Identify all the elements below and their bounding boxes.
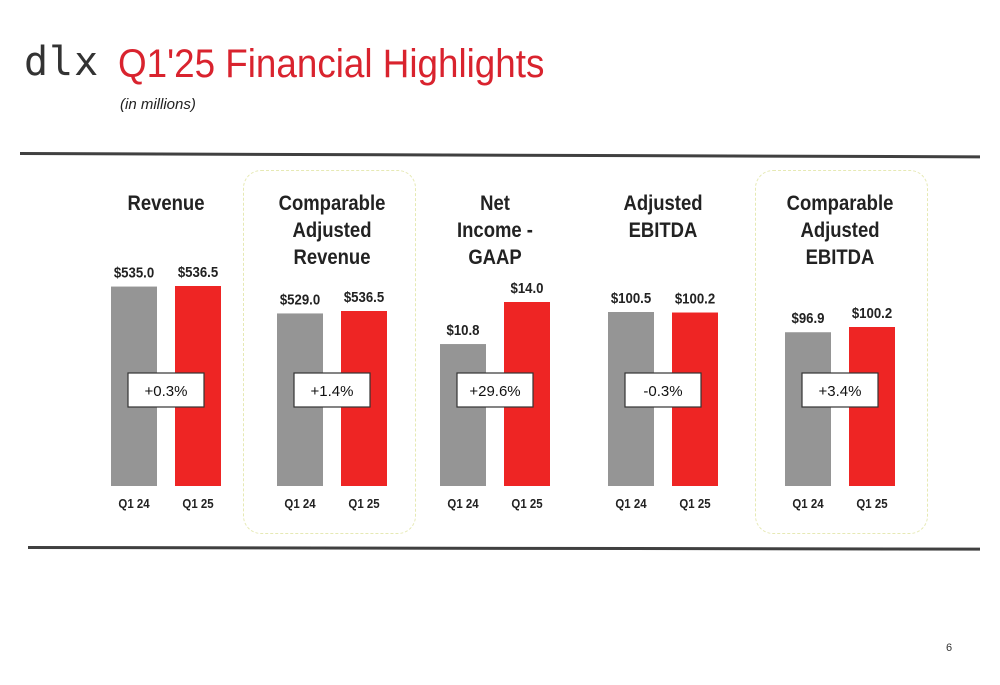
chart-4-change-label: -0.3% [643,383,682,400]
chart-3-title-line: GAAP [468,246,521,269]
chart-5-value-label: $96.9 [792,309,825,326]
chart-1-change-label: +0.3% [145,383,188,400]
page-title: Q1'25 Financial Highlights [118,42,545,86]
chart-2-value-label: $529.0 [280,291,320,308]
chart-5-title-line: Comparable [787,192,894,215]
chart-3-change-label: +29.6% [469,383,520,400]
chart-4-change-box [624,372,702,408]
chart-4-value-label: $100.5 [611,289,651,306]
chart-2-title-line: Comparable [279,192,386,215]
chart-3-category-label: Q1 25 [511,496,542,511]
page-subtitle: (in millions) [120,96,196,113]
chart-5-change-label: +3.4% [819,383,862,400]
chart-3-change-box [456,372,534,408]
chart-2-change-label: +1.4% [311,383,354,400]
chart-2-category-label: Q1 25 [348,496,379,511]
chart-4-category-label: Q1 25 [679,496,710,511]
chart-1-title-line: Revenue [128,192,205,215]
chart-3-title-line: Net [480,192,510,215]
chart-2-title-line: Adjusted [292,219,371,242]
chart-5-bar-q1-24 [785,332,831,486]
chart-3-value-label: $14.0 [511,279,544,296]
chart-3-category-label: Q1 24 [447,496,478,511]
chart-4-value-label: $100.2 [675,290,715,307]
highlight-panel-comparable-revenue [243,170,416,534]
chart-5-category-label: Q1 25 [856,496,887,511]
chart-3-value-label: $10.8 [447,321,480,338]
chart-1-category-label: Q1 24 [118,496,149,511]
chart-3-title-line: Income - [457,219,533,242]
highlight-panel-comparable-ebitda [755,170,928,534]
chart-1-category-label: Q1 25 [182,496,213,511]
company-logo: dlx [24,39,100,85]
page-number: 6 [946,642,953,654]
chart-4-category-label: Q1 24 [615,496,646,511]
chart-2-value-label: $536.5 [344,288,384,305]
chart-5-title-line: Adjusted [800,219,879,242]
chart-4-title-line: EBITDA [629,219,698,242]
chart-2-change-box [293,372,371,408]
chart-1-value-label: $536.5 [178,263,218,280]
chart-4-title-line: Adjusted [623,192,702,215]
chart-1-change-box [127,372,205,408]
chart-1-value-label: $535.0 [114,264,154,281]
chart-2-title-line: Revenue [294,246,371,269]
chart-2-category-label: Q1 24 [284,496,315,511]
chart-5-value-label: $100.2 [852,304,892,321]
chart-3-bar-q1-24 [440,344,486,486]
chart-5-title-line: EBITDA [806,246,875,269]
chart-5-change-box [801,372,879,408]
chart-5-category-label: Q1 24 [792,496,823,511]
